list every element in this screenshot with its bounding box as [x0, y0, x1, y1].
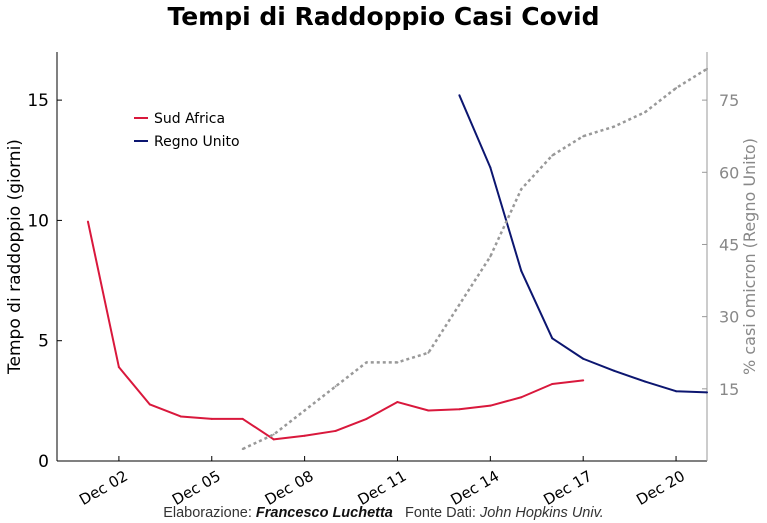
series-point-2: [582, 135, 585, 138]
series-point-2: [427, 351, 430, 354]
series-point-2: [241, 447, 244, 450]
y-axis-right-label: % casi omicron (Regno Unito): [740, 138, 759, 375]
series-point-2: [613, 125, 616, 128]
series-point-2: [272, 433, 275, 436]
series-point-1: [551, 337, 554, 340]
series-point-1: [644, 380, 647, 383]
y-axis-left-label: Tempo di raddoppio (giorni): [5, 139, 25, 375]
series-point-1: [489, 166, 492, 169]
series-point-0: [272, 438, 275, 441]
series-point-2: [489, 255, 492, 258]
series-point-2: [644, 111, 647, 114]
x-tick-label: Dec 17: [540, 467, 595, 509]
series-line-0: [86, 221, 584, 441]
elaborazione-label: Elaborazione:: [163, 505, 252, 521]
x-tick-label: Dec 02: [76, 467, 131, 509]
series-point-0: [427, 409, 430, 412]
y-right-tick-label: 60: [719, 163, 739, 182]
series-point-0: [582, 379, 585, 382]
author-name: Francesco Luchetta: [255, 505, 393, 521]
series-line-2: [242, 67, 708, 451]
series-point-0: [458, 408, 461, 411]
y-right-tick-label: 45: [719, 235, 739, 254]
series-point-2: [551, 154, 554, 157]
x-tick-label: Dec 14: [448, 467, 503, 509]
y-right-tick-label: 75: [719, 91, 739, 110]
series-point-0: [210, 417, 213, 420]
series-point-0: [117, 366, 120, 369]
source-name: John Hopkins Univ.: [479, 505, 604, 521]
series-point-2: [706, 67, 708, 70]
y-left-tick-label: 5: [38, 332, 49, 352]
x-tick-label: Dec 05: [169, 467, 224, 509]
series-point-1: [613, 369, 616, 372]
series-point-2: [334, 385, 337, 388]
footer-credits: Elaborazione: Francesco Luchetta Fonte D…: [0, 505, 767, 521]
series-point-0: [179, 415, 182, 418]
series-point-2: [458, 303, 461, 306]
series-point-0: [86, 220, 89, 223]
series-point-0: [520, 396, 523, 399]
series-point-1: [520, 269, 523, 272]
series-point-0: [334, 429, 337, 432]
legend-label-0: Sud Africa: [154, 111, 225, 127]
fonte-label: Fonte Dati:: [404, 505, 476, 521]
series-point-0: [303, 434, 306, 437]
series-point-0: [396, 401, 399, 404]
chart-title: Tempi di Raddoppio Casi Covid: [167, 2, 600, 31]
series-point-2: [675, 87, 678, 90]
series-point-2: [396, 361, 399, 364]
x-tick-label: Dec 20: [633, 467, 688, 509]
series-point-2: [520, 188, 523, 191]
series-point-0: [241, 417, 244, 420]
series-point-1: [706, 391, 708, 394]
series-point-2: [365, 361, 368, 364]
y-left-tick-label: 15: [27, 91, 49, 111]
series-point-0: [148, 403, 151, 406]
x-tick-label: Dec 08: [262, 467, 317, 509]
x-tick-label: Dec 11: [355, 467, 410, 509]
legend-label-1: Regno Unito: [154, 134, 240, 150]
y-left-tick-label: 10: [27, 211, 49, 231]
y-right-tick-label: 30: [719, 308, 739, 327]
series-point-0: [489, 404, 492, 407]
y-left-tick-label: 0: [38, 452, 49, 472]
series-point-0: [365, 417, 368, 420]
series-point-0: [551, 383, 554, 386]
series-point-1: [582, 357, 585, 360]
series-point-1: [675, 390, 678, 393]
series-point-1: [458, 94, 461, 97]
series-point-2: [303, 409, 306, 412]
y-right-tick-label: 15: [719, 380, 739, 399]
